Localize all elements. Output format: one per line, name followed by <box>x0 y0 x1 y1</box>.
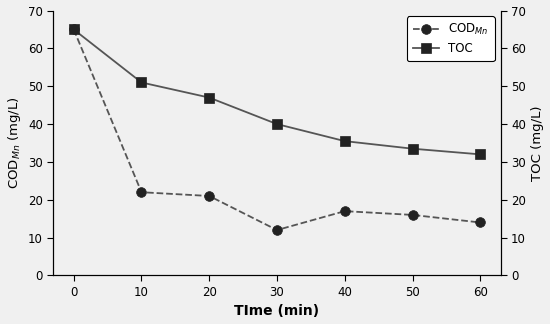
TOC <box>342 139 348 143</box>
COD$_{Mn}$ <box>206 194 212 198</box>
TOC <box>138 81 145 85</box>
Line: COD$_{Mn}$: COD$_{Mn}$ <box>69 25 485 235</box>
COD$_{Mn}$ <box>409 213 416 217</box>
TOC <box>70 28 77 31</box>
Y-axis label: COD$_{Mn}$ (mg/L): COD$_{Mn}$ (mg/L) <box>6 97 23 190</box>
TOC <box>477 152 483 156</box>
COD$_{Mn}$ <box>274 228 280 232</box>
TOC <box>409 147 416 151</box>
COD$_{Mn}$ <box>138 190 145 194</box>
COD$_{Mn}$ <box>477 221 483 225</box>
TOC <box>206 96 212 99</box>
X-axis label: TIme (min): TIme (min) <box>234 305 320 318</box>
Line: TOC: TOC <box>69 25 485 159</box>
Legend: COD$_{Mn}$, TOC: COD$_{Mn}$, TOC <box>407 17 494 61</box>
COD$_{Mn}$ <box>70 28 77 31</box>
COD$_{Mn}$ <box>342 209 348 213</box>
TOC <box>274 122 280 126</box>
Y-axis label: TOC (mg/L): TOC (mg/L) <box>531 105 544 181</box>
